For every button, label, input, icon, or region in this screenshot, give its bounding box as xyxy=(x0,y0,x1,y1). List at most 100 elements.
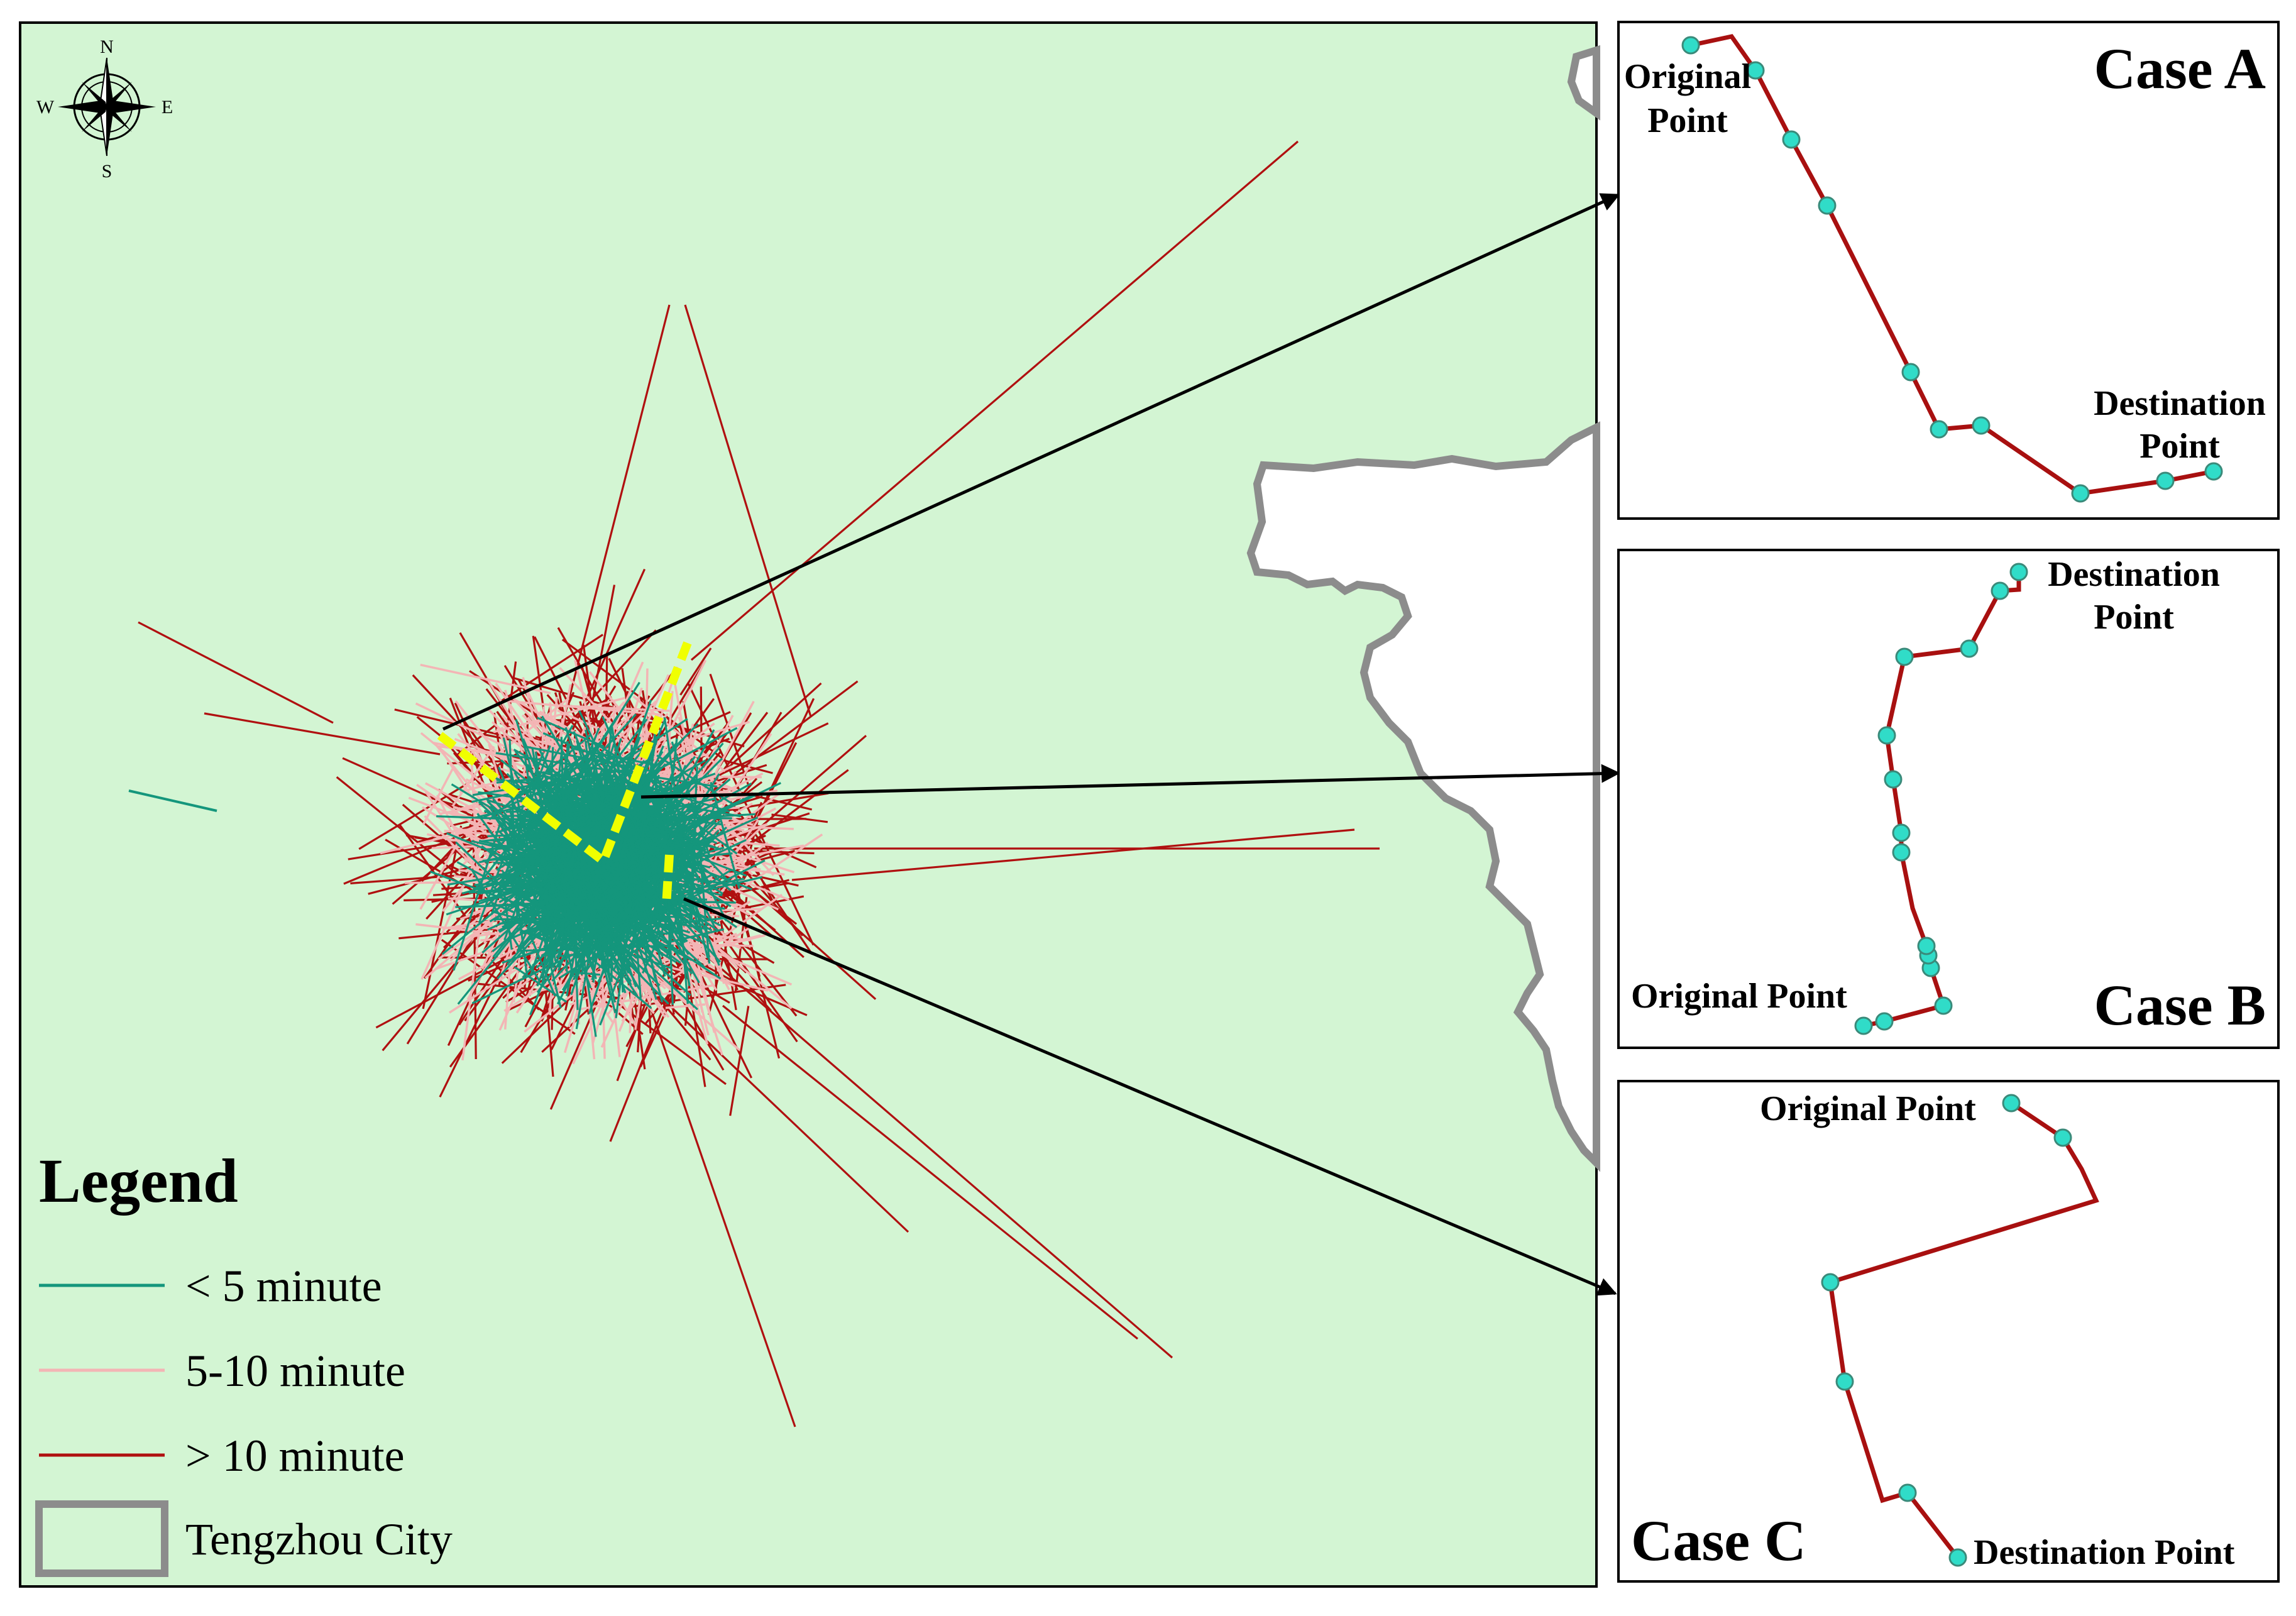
long-trip-line xyxy=(138,621,334,724)
short-trip-line xyxy=(671,782,781,837)
short-trip-line xyxy=(640,732,656,844)
case-a-point xyxy=(1930,420,1948,439)
legend-title: Legend xyxy=(39,1146,238,1216)
long-trip-line xyxy=(422,825,463,1009)
short-trip-line xyxy=(671,741,711,858)
case-c-destination-label: Destination Point xyxy=(1974,1533,2235,1572)
case-a-destination-label-line1: Destination xyxy=(2094,384,2266,423)
short-trip-line xyxy=(594,825,639,881)
medium-trip-line xyxy=(419,837,462,910)
case-a-point xyxy=(2071,484,2090,503)
short-trip-line xyxy=(556,681,640,813)
case-c-point xyxy=(2053,1128,2072,1147)
long-trip-line xyxy=(722,1004,1139,1340)
case-b-point xyxy=(1934,996,1953,1015)
compass-east-label: E xyxy=(162,97,173,118)
case-a-title: Case A xyxy=(2094,36,2266,101)
compass-south-label: S xyxy=(102,161,113,182)
long-trip-line xyxy=(690,140,1299,661)
case-c-frame xyxy=(1617,1080,2280,1583)
long-trip-line xyxy=(204,712,441,756)
outside-area xyxy=(1246,45,1600,1172)
legend-label-medium: 5-10 minute xyxy=(185,1346,405,1396)
connector-arrow-b xyxy=(640,764,1620,799)
short-trip-line xyxy=(608,826,657,866)
compass-north-label: N xyxy=(100,36,114,57)
short-trip-line xyxy=(557,879,596,971)
short-trip-line xyxy=(615,736,641,801)
case-b-point xyxy=(1854,1016,1873,1035)
short-trip-line xyxy=(554,790,580,818)
trip-lines xyxy=(128,140,1380,1427)
connector-arrow-a xyxy=(442,193,1620,731)
case-c-point xyxy=(1898,1483,1917,1502)
short-trip-line xyxy=(621,820,666,977)
short-trip-line xyxy=(698,844,711,964)
case-b-title: Case B xyxy=(2094,973,2266,1037)
case-a-point xyxy=(2156,471,2175,490)
case-b-point xyxy=(1875,1012,1894,1031)
case-a-point xyxy=(1746,61,1765,80)
short-trip-line xyxy=(493,807,607,893)
case-a-point xyxy=(2204,462,2223,481)
map-background xyxy=(19,21,1598,1588)
short-trip-line xyxy=(541,871,610,926)
short-trip-line xyxy=(496,760,674,871)
short-trip-line xyxy=(502,737,532,863)
short-trip-line xyxy=(492,902,515,913)
case-b-destination-label-line1: Destination xyxy=(2048,555,2220,594)
case-a-point xyxy=(1818,196,1837,215)
medium-trip-line xyxy=(451,745,495,807)
short-trip-line xyxy=(623,805,656,858)
short-trip-line xyxy=(561,763,582,779)
short-trip-line xyxy=(628,860,684,898)
medium-trip-line xyxy=(441,750,489,823)
short-trip-line xyxy=(534,855,602,869)
case-b-point xyxy=(1917,937,1936,955)
short-trip-line xyxy=(521,916,673,970)
short-trip-line xyxy=(571,759,588,865)
short-trip-line xyxy=(710,781,740,889)
connector-arrow-c xyxy=(683,897,1617,1296)
short-trip-line xyxy=(637,770,701,818)
case-c-origin-label: Original Point xyxy=(1760,1089,1976,1128)
highlight-path xyxy=(437,639,693,869)
medium-trip-line xyxy=(709,825,764,876)
short-trip-line xyxy=(540,845,619,893)
short-trip-line xyxy=(551,871,591,892)
short-trip-line xyxy=(478,864,601,903)
legend-label-short: < 5 minute xyxy=(185,1261,382,1311)
case-c-point xyxy=(1821,1273,1840,1292)
short-trip-line xyxy=(608,766,615,813)
medium-trip-line xyxy=(665,1003,706,1009)
case-a-route-points xyxy=(1681,36,2223,503)
case-b-frame xyxy=(1617,549,2280,1049)
highlight-path-segment xyxy=(662,854,674,906)
short-trip-line xyxy=(517,849,567,951)
short-trip-line xyxy=(566,940,578,996)
short-trip-line xyxy=(637,882,666,950)
case-c-route-points xyxy=(1821,1094,2072,1567)
short-trip-line xyxy=(546,913,579,923)
short-trip-line xyxy=(503,894,513,950)
legend-swatch-boundary xyxy=(35,1500,168,1577)
short-trip-line xyxy=(660,738,678,880)
case-b-destination-label-line2: Point xyxy=(2094,598,2174,637)
case-b-point xyxy=(1892,843,1911,862)
short-trip-line xyxy=(536,838,563,850)
short-trip-line xyxy=(580,859,625,872)
short-trip-line xyxy=(515,926,549,943)
long-trip-line xyxy=(684,304,812,717)
case-a-point xyxy=(1681,36,1700,55)
short-trip-line xyxy=(676,825,730,882)
short-trip-line xyxy=(478,752,544,923)
case-b-point xyxy=(1877,726,1896,745)
short-trip-line xyxy=(545,838,596,972)
long-trip-line xyxy=(690,942,1173,1359)
long-trip-line xyxy=(336,776,461,878)
case-c-point xyxy=(2002,1094,2021,1113)
short-trip-line xyxy=(527,931,556,997)
case-b-point xyxy=(2009,563,2028,581)
short-trip-line xyxy=(128,789,217,812)
